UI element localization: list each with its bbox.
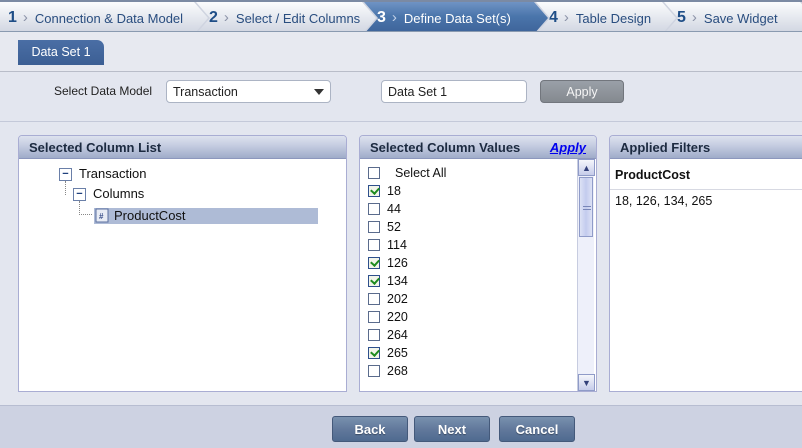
svg-text:#: # <box>99 212 104 221</box>
